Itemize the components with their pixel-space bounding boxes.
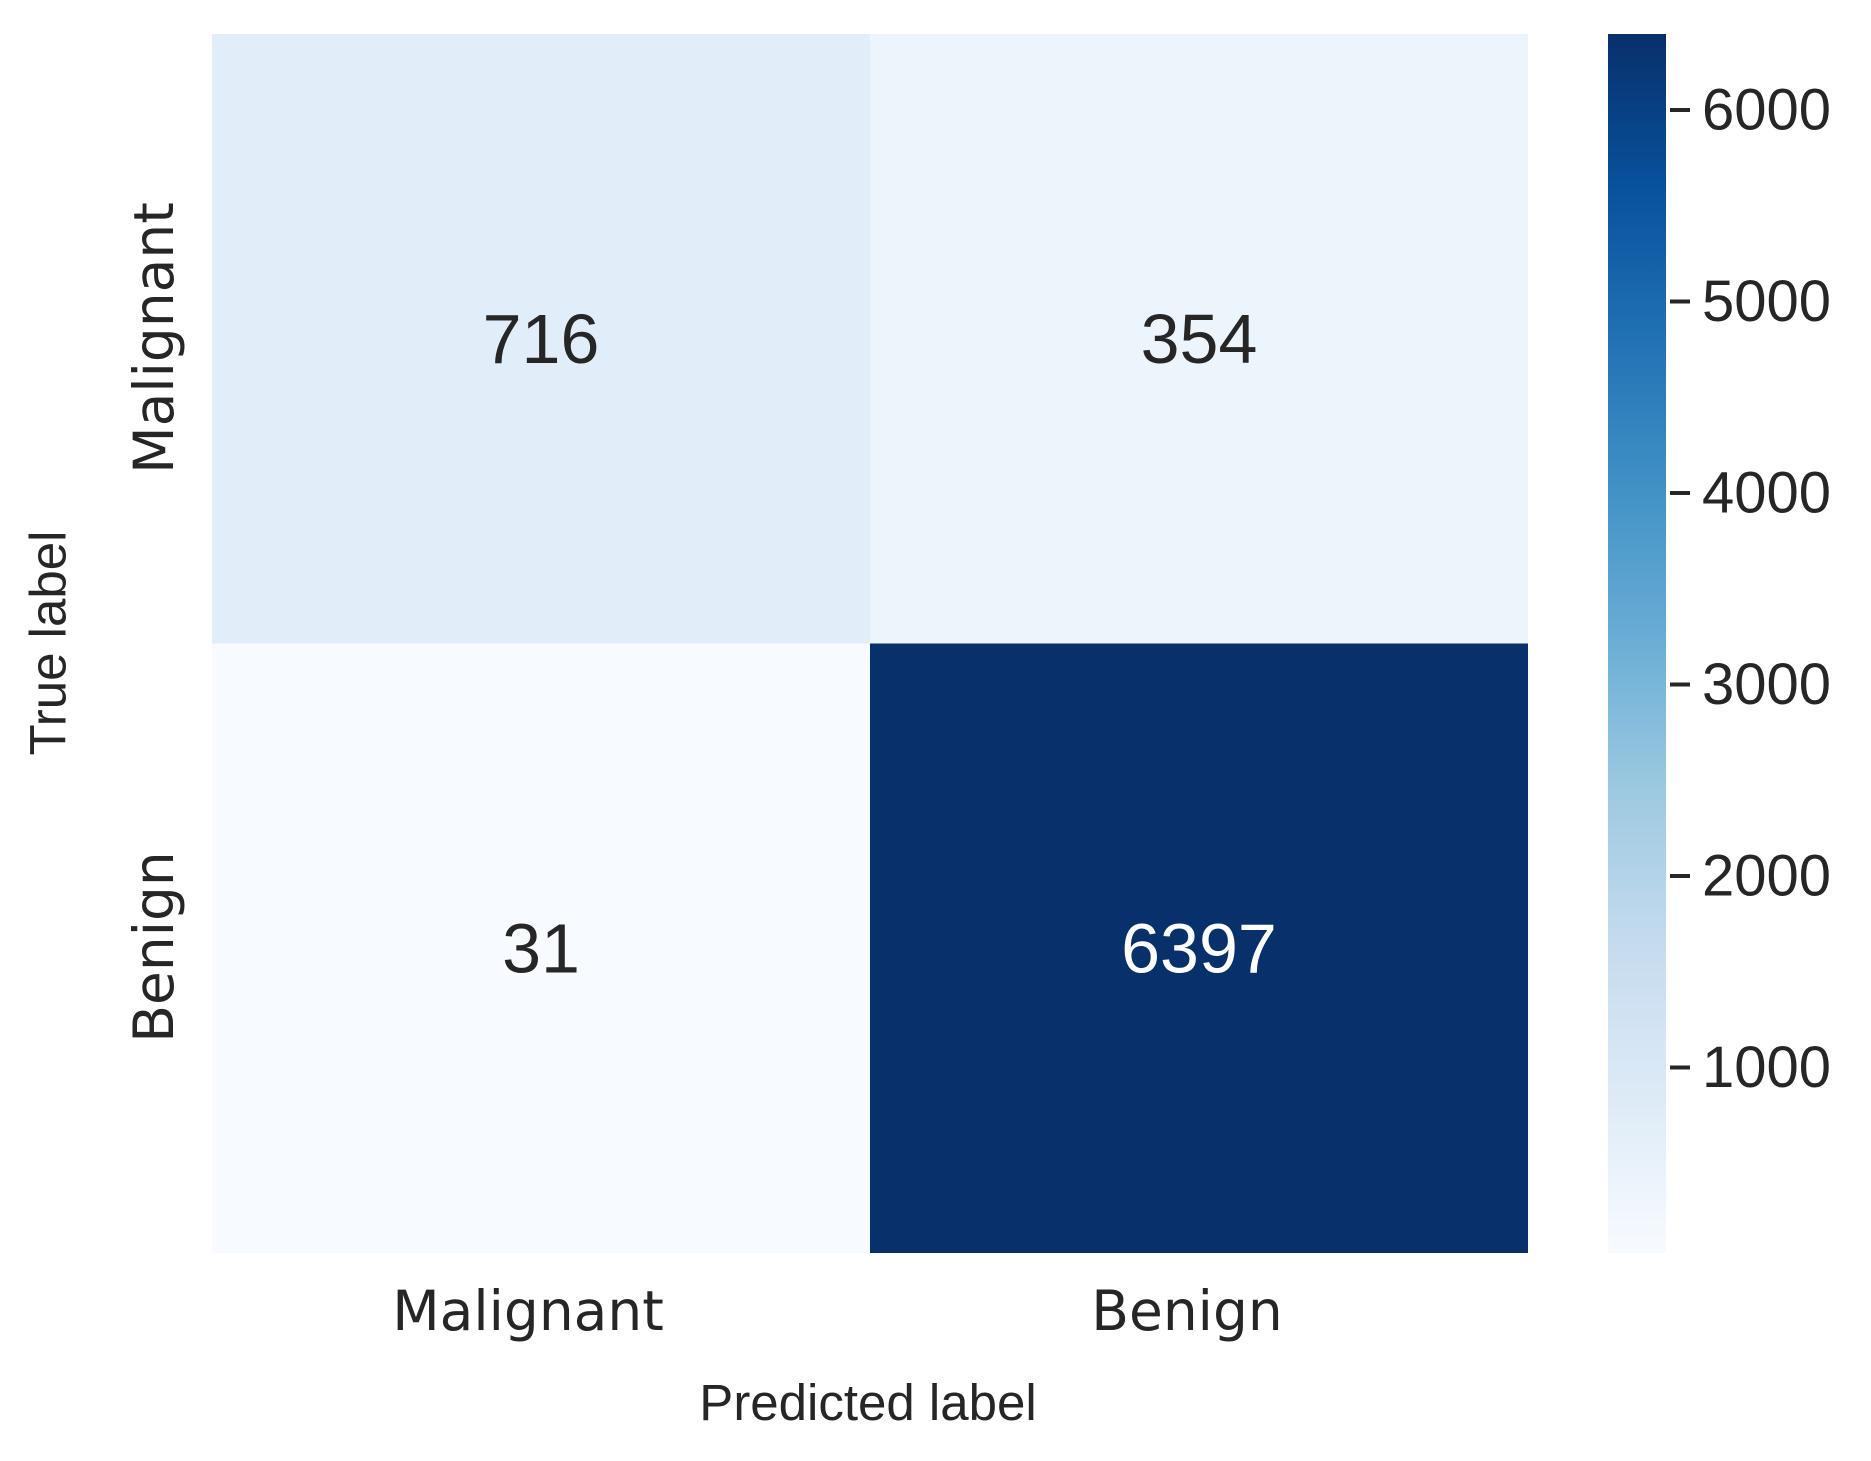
colorbar-tick-label-4000: 4000 bbox=[1702, 460, 1831, 525]
colorbar-tick-label-5000: 5000 bbox=[1702, 269, 1831, 334]
colorbar-tick-label-3000: 3000 bbox=[1702, 652, 1831, 717]
cell-value-label-1-1: 6397 bbox=[1121, 909, 1277, 987]
heatmap-cell-1-1 bbox=[870, 643, 1528, 1253]
colorbar-tick-label-2000: 2000 bbox=[1702, 843, 1831, 908]
y-tick-label-malignant: Malignant bbox=[122, 202, 186, 474]
heatmap-cell-0-1 bbox=[870, 34, 1528, 644]
cell-value-label-0-1: 354 bbox=[1141, 300, 1258, 378]
y-axis-title: True label bbox=[19, 531, 76, 756]
x-tick-label-benign: Benign bbox=[1091, 1279, 1282, 1343]
colorbar bbox=[1608, 34, 1666, 1253]
cell-value-label-0-0: 716 bbox=[483, 300, 600, 378]
cell-value-label-1-0: 31 bbox=[502, 909, 580, 987]
y-tick-label-benign: Benign bbox=[122, 851, 186, 1042]
heatmap-cell-1-0 bbox=[212, 643, 870, 1253]
x-tick-label-malignant: Malignant bbox=[392, 1279, 664, 1343]
heatmap-cell-labels: 716 354 31 6397 bbox=[483, 300, 1277, 988]
heatmap-cells bbox=[212, 34, 1528, 1253]
colorbar-tick-label-6000: 6000 bbox=[1702, 78, 1831, 143]
heatmap-cell-0-0 bbox=[212, 34, 870, 644]
colorbar-ticks: 1000 2000 3000 4000 5000 6000 bbox=[1670, 78, 1831, 1100]
colorbar-tick-label-1000: 1000 bbox=[1702, 1035, 1831, 1100]
x-axis-title: Predicted label bbox=[699, 1374, 1036, 1431]
